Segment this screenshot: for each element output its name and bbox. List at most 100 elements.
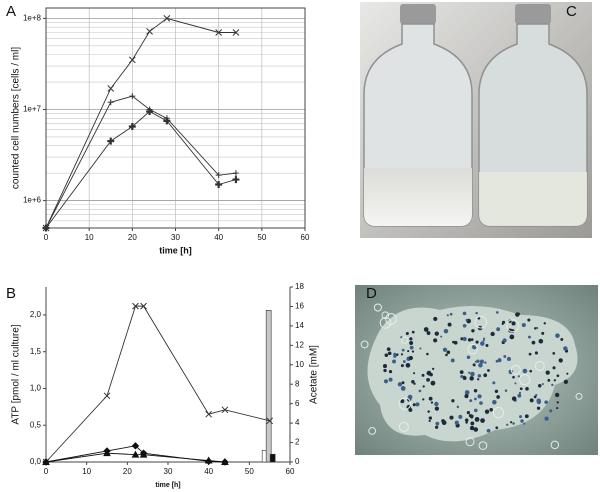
cell bbox=[525, 387, 529, 391]
cell bbox=[427, 410, 430, 413]
cell bbox=[554, 392, 560, 398]
y2-tick-label: 16 bbox=[295, 302, 304, 311]
cell bbox=[477, 374, 482, 378]
cell bbox=[480, 341, 485, 346]
cell-halo bbox=[373, 303, 382, 312]
cell bbox=[504, 389, 508, 392]
x-tick-label: 20 bbox=[128, 233, 137, 242]
cell bbox=[497, 358, 502, 363]
cell bbox=[514, 382, 517, 385]
cell bbox=[422, 398, 425, 401]
cell bbox=[454, 420, 459, 425]
cell bbox=[515, 312, 520, 317]
cell bbox=[460, 375, 464, 379]
cell bbox=[421, 373, 425, 377]
cell bbox=[551, 383, 554, 387]
cell bbox=[492, 399, 497, 405]
cell bbox=[430, 401, 434, 404]
cell bbox=[443, 328, 449, 334]
cell bbox=[547, 378, 551, 382]
cell bbox=[411, 350, 415, 353]
y2-tick-label: 12 bbox=[295, 340, 304, 349]
cell bbox=[523, 422, 526, 425]
cell bbox=[519, 415, 523, 419]
cell bbox=[462, 323, 467, 328]
y-tick-label: 1,5 bbox=[30, 347, 42, 356]
cell bbox=[494, 389, 499, 393]
marker bbox=[221, 406, 229, 414]
cell bbox=[434, 406, 440, 411]
cell bbox=[400, 364, 404, 368]
cell bbox=[543, 322, 546, 325]
cell bbox=[465, 421, 468, 424]
cell bbox=[401, 381, 405, 385]
marker bbox=[215, 29, 223, 36]
cell bbox=[402, 360, 406, 363]
cell bbox=[545, 370, 550, 375]
x-axis-title: time [h] bbox=[159, 245, 192, 255]
cell-halo bbox=[519, 374, 531, 386]
cell bbox=[383, 368, 387, 373]
cell bbox=[383, 379, 389, 384]
y2-tick-label: 18 bbox=[295, 282, 304, 291]
cell bbox=[538, 338, 544, 344]
x-tick-label: 0 bbox=[44, 467, 49, 476]
marker bbox=[146, 28, 153, 35]
cell bbox=[556, 374, 560, 378]
series-line bbox=[45, 452, 225, 463]
cell bbox=[531, 340, 536, 345]
cell bbox=[405, 362, 411, 368]
series-line bbox=[45, 17, 236, 229]
marker bbox=[146, 108, 154, 116]
cell bbox=[462, 375, 466, 379]
cell bbox=[563, 379, 569, 384]
cell bbox=[426, 370, 432, 376]
cell bbox=[393, 352, 397, 356]
cell bbox=[536, 406, 541, 410]
cell bbox=[471, 329, 475, 333]
cell bbox=[413, 372, 416, 375]
cell-halo bbox=[385, 313, 397, 325]
y2-tick-label: 6 bbox=[295, 399, 300, 408]
cell bbox=[511, 321, 516, 326]
cell bbox=[556, 401, 559, 404]
panel-label: D bbox=[366, 285, 377, 302]
cell-halo bbox=[398, 397, 412, 410]
cell bbox=[469, 376, 474, 381]
cell bbox=[552, 351, 556, 355]
cell-halo bbox=[368, 427, 377, 435]
marker bbox=[103, 392, 111, 400]
marker bbox=[204, 456, 213, 464]
cell bbox=[470, 338, 474, 341]
cell bbox=[489, 408, 493, 412]
cell bbox=[469, 425, 475, 431]
cell bbox=[388, 377, 393, 382]
cell bbox=[496, 327, 501, 332]
y2-tick-label: 8 bbox=[295, 379, 300, 388]
cell bbox=[475, 340, 479, 344]
cell bbox=[382, 364, 388, 369]
marker bbox=[128, 123, 136, 131]
cell bbox=[495, 311, 499, 314]
cell bbox=[449, 312, 453, 316]
cell bbox=[441, 420, 447, 426]
marker bbox=[232, 176, 240, 184]
cell-halo bbox=[478, 441, 488, 450]
cell bbox=[405, 331, 409, 336]
cell bbox=[411, 330, 415, 334]
cell bbox=[433, 316, 438, 322]
cell bbox=[520, 419, 524, 423]
cell bbox=[384, 353, 389, 357]
cell bbox=[468, 371, 471, 374]
cell bbox=[408, 408, 413, 412]
panel-label: B bbox=[6, 285, 16, 302]
cell bbox=[501, 322, 504, 326]
cell-halo bbox=[550, 440, 560, 450]
bar bbox=[265, 310, 272, 463]
cell bbox=[533, 327, 537, 330]
cell bbox=[484, 409, 490, 414]
cell bbox=[469, 399, 473, 403]
y-tick-label: 2,0 bbox=[30, 310, 42, 319]
cell bbox=[479, 359, 484, 364]
marker bbox=[140, 302, 147, 310]
